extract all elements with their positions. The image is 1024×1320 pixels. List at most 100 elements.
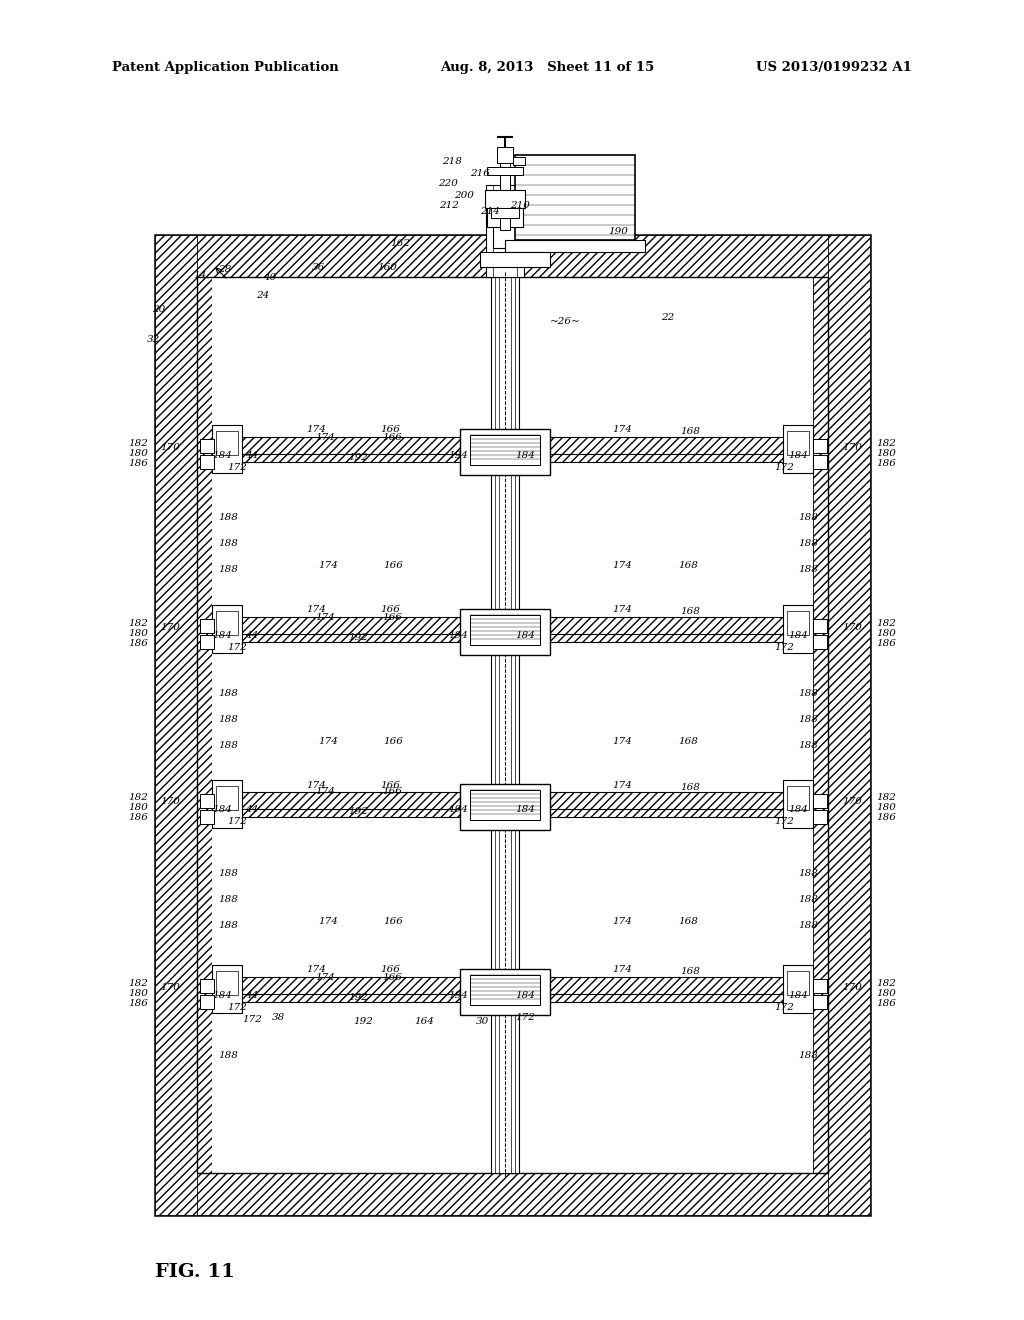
Text: FIG. 11: FIG. 11 <box>155 1263 234 1280</box>
Bar <box>460 429 550 475</box>
Text: 186: 186 <box>128 458 148 467</box>
Text: 168: 168 <box>680 428 700 437</box>
Text: 180: 180 <box>128 804 148 813</box>
Bar <box>212 977 813 995</box>
Text: 174: 174 <box>315 973 335 982</box>
Text: 44: 44 <box>246 631 259 639</box>
Text: 36: 36 <box>311 264 325 272</box>
Text: 188: 188 <box>218 715 238 725</box>
Text: 174: 174 <box>612 425 632 434</box>
Bar <box>783 425 813 473</box>
Text: 214: 214 <box>480 207 500 216</box>
Bar <box>155 1173 870 1214</box>
Text: Patent Application Publication: Patent Application Publication <box>112 62 339 74</box>
Text: 184: 184 <box>212 631 232 639</box>
Text: 194: 194 <box>449 990 468 999</box>
Text: 172: 172 <box>774 462 794 471</box>
Text: 182: 182 <box>876 619 896 627</box>
Bar <box>500 154 510 230</box>
Text: 166: 166 <box>382 788 402 796</box>
Bar <box>212 437 813 455</box>
Text: 184: 184 <box>212 450 232 459</box>
Text: 166: 166 <box>380 965 400 974</box>
Text: 174: 174 <box>318 561 338 569</box>
Bar <box>783 605 813 653</box>
Text: 172: 172 <box>227 817 247 826</box>
Text: 44: 44 <box>246 805 259 814</box>
Text: 160: 160 <box>377 264 397 272</box>
Text: 188: 188 <box>798 565 818 573</box>
Text: 180: 180 <box>128 989 148 998</box>
Bar <box>493 223 517 248</box>
Text: 166: 166 <box>380 425 400 434</box>
Text: US 2013/0199232 A1: US 2013/0199232 A1 <box>756 62 912 74</box>
Text: 184: 184 <box>515 990 535 999</box>
Text: ~26~: ~26~ <box>550 318 581 326</box>
Bar <box>505 240 645 252</box>
Bar <box>813 995 827 1008</box>
Text: 186: 186 <box>128 998 148 1007</box>
Text: 170: 170 <box>160 623 180 631</box>
Text: 186: 186 <box>876 639 896 648</box>
Text: 172: 172 <box>242 1015 262 1024</box>
Text: 30: 30 <box>475 1018 488 1027</box>
Text: 216: 216 <box>470 169 489 177</box>
Bar <box>200 440 214 453</box>
Text: 166: 166 <box>382 433 402 441</box>
Text: 174: 174 <box>315 433 335 441</box>
Text: 180: 180 <box>876 449 896 458</box>
Text: 188: 188 <box>798 870 818 879</box>
Bar <box>783 965 813 1012</box>
Text: 188: 188 <box>218 895 238 904</box>
Text: 188: 188 <box>218 921 238 931</box>
Bar <box>813 635 827 649</box>
Bar <box>216 785 238 810</box>
Text: 22: 22 <box>662 314 675 322</box>
Text: 188: 188 <box>218 1051 238 1060</box>
Text: 194: 194 <box>449 805 468 814</box>
Text: 174: 174 <box>612 965 632 974</box>
Text: 166: 166 <box>380 606 400 615</box>
Text: 186: 186 <box>876 458 896 467</box>
Bar <box>197 277 828 1173</box>
Text: 166: 166 <box>380 780 400 789</box>
Text: 182: 182 <box>128 978 148 987</box>
Text: 174: 174 <box>315 788 335 796</box>
Text: Aug. 8, 2013   Sheet 11 of 15: Aug. 8, 2013 Sheet 11 of 15 <box>440 62 654 74</box>
Bar <box>513 157 525 165</box>
Text: 166: 166 <box>382 612 402 622</box>
Text: 170: 170 <box>160 442 180 451</box>
Text: 20: 20 <box>152 305 165 314</box>
Text: 188: 188 <box>798 512 818 521</box>
Text: 28: 28 <box>218 265 231 275</box>
Bar <box>200 979 214 993</box>
Text: 182: 182 <box>128 793 148 803</box>
Text: 174: 174 <box>612 738 632 747</box>
Bar <box>486 185 524 277</box>
Text: 184: 184 <box>788 450 808 459</box>
Text: 38: 38 <box>271 1014 285 1023</box>
Bar <box>155 235 197 1214</box>
Text: 186: 186 <box>128 639 148 648</box>
Text: 184: 184 <box>788 805 808 814</box>
Text: 192: 192 <box>348 632 368 642</box>
Text: 168: 168 <box>678 738 698 747</box>
Bar <box>828 235 870 1214</box>
Text: 182: 182 <box>128 438 148 447</box>
Text: 170: 170 <box>842 797 862 807</box>
Text: 220: 220 <box>438 178 458 187</box>
Bar <box>200 455 214 469</box>
Text: 180: 180 <box>128 628 148 638</box>
Text: 170: 170 <box>842 623 862 631</box>
Text: 170: 170 <box>842 982 862 991</box>
Text: 24: 24 <box>256 292 269 301</box>
Bar <box>460 969 550 1015</box>
Text: 174: 174 <box>306 425 326 434</box>
Text: 182: 182 <box>876 438 896 447</box>
Bar <box>212 994 813 1002</box>
Text: 174: 174 <box>612 561 632 569</box>
Text: 164: 164 <box>414 1018 434 1027</box>
Bar <box>200 795 214 808</box>
Bar <box>470 975 540 1005</box>
Text: 212: 212 <box>439 202 459 210</box>
